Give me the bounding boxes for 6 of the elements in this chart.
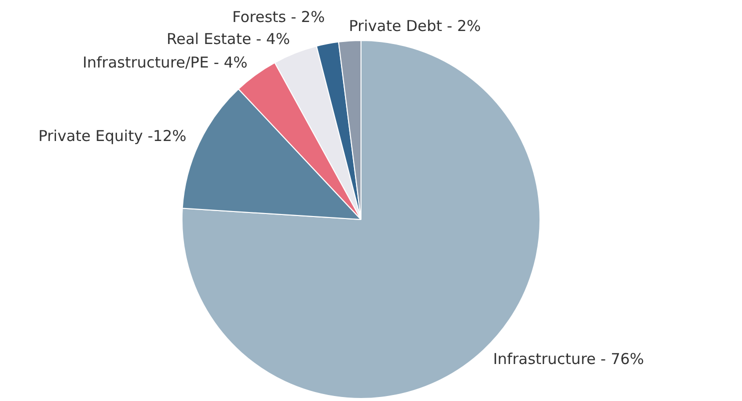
slice-label: Forests - 2% <box>232 8 325 26</box>
slice-label: Private Debt - 2% <box>348 16 481 35</box>
slice-label: Infrastructure - 76% <box>493 350 644 368</box>
slice-label: Real Estate - 4% <box>166 30 290 48</box>
slice-label: Infrastructure/PE - 4% <box>82 53 248 72</box>
slice-label: Private Equity -12% <box>38 127 186 146</box>
